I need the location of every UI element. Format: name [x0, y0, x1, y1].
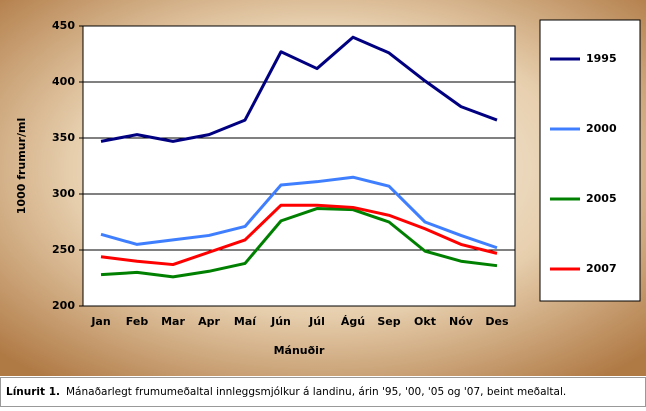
- caption-text: Mánaðarlegt frumumeðaltal innleggsmjólku…: [66, 386, 566, 398]
- legend-label: 2007: [586, 262, 617, 275]
- legend-box: [539, 19, 641, 302]
- x-tick-label: Jún: [270, 315, 291, 328]
- x-tick-label: Ágú: [341, 315, 365, 328]
- x-tick-label: Maí: [234, 315, 257, 328]
- y-tick-label: 200: [52, 299, 75, 312]
- series-line: [100, 203, 498, 267]
- y-tick-label: 400: [52, 75, 75, 88]
- x-tick-label: Feb: [126, 315, 149, 328]
- caption-label: Línurit 1.: [6, 386, 60, 398]
- y-tick-label: 250: [52, 243, 75, 256]
- legend-label: 2000: [586, 122, 617, 135]
- series-line: [100, 175, 498, 250]
- plot-area: [82, 25, 516, 307]
- x-tick-label: Jan: [90, 315, 110, 328]
- series-line: [100, 35, 498, 143]
- x-tick-label: Mar: [161, 315, 185, 328]
- x-tick-label: Des: [485, 315, 509, 328]
- y-tick-label: 350: [52, 131, 75, 144]
- x-tick-label: Okt: [414, 315, 436, 328]
- x-tick-label: Apr: [198, 315, 220, 328]
- caption: Línurit 1. Mánaðarlegt frumumeðaltal innl…: [6, 386, 566, 398]
- x-tick-label: Sep: [377, 315, 400, 328]
- y-tick-label: 300: [52, 187, 75, 200]
- series-line: [100, 207, 498, 279]
- x-tick-label: Júl: [308, 315, 325, 328]
- x-tick-label: Nóv: [449, 315, 474, 328]
- legend-label: 1995: [586, 52, 617, 65]
- caption-box: [0, 377, 646, 407]
- y-axis-label: 1000 frumur/ml: [15, 118, 28, 214]
- y-tick-label: 450: [52, 19, 75, 32]
- legend-label: 2005: [586, 192, 617, 205]
- x-axis-label: Mánuðir: [274, 344, 325, 357]
